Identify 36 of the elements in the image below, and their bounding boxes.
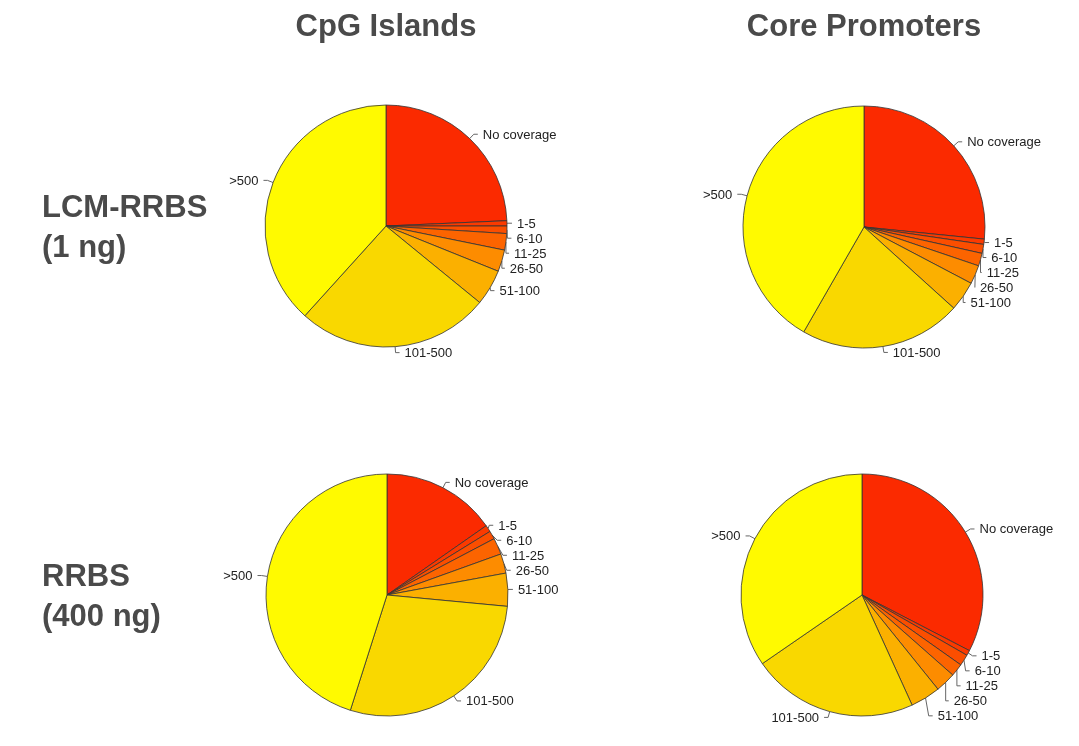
slice-label: No coverage xyxy=(979,521,1054,537)
slice-label: 11-25 xyxy=(514,245,547,261)
slice-label: 11-25 xyxy=(965,678,998,694)
slice-label: 1-5 xyxy=(498,517,518,533)
slice-label: No coverage xyxy=(482,126,557,142)
text: LCM-RRBS (1 ng) xyxy=(42,188,208,264)
slice-label: 26-50 xyxy=(515,562,549,578)
slice-label: 101-500 xyxy=(892,344,941,360)
slice-label: 101-500 xyxy=(404,345,453,361)
slice-label: >500 xyxy=(223,568,253,584)
slice-label: >500 xyxy=(711,528,741,544)
slice-label: 51-100 xyxy=(517,581,559,597)
slice-label: 11-25 xyxy=(511,547,545,563)
slice-label: 11-25 xyxy=(986,265,1019,281)
slice-label: No coverage xyxy=(454,474,529,490)
slice-label: 101-500 xyxy=(771,709,820,725)
slice-label: 6-10 xyxy=(506,532,533,548)
chart-title: CpG Islands xyxy=(295,8,477,43)
chart-title: Core Promoters xyxy=(746,8,982,43)
slice-label: 1-5 xyxy=(516,215,536,231)
slice-label: >500 xyxy=(229,172,259,188)
slice-label: 26-50 xyxy=(953,693,987,709)
slice-label: 26-50 xyxy=(509,260,544,276)
slice-label: 51-100 xyxy=(499,283,540,299)
slice-label: 6-10 xyxy=(991,250,1018,266)
slice-label: 1-5 xyxy=(994,235,1013,251)
slice-label: 26-50 xyxy=(979,280,1014,296)
slice-label: >500 xyxy=(703,186,733,202)
slice-label: 6-10 xyxy=(974,663,1001,679)
text: RRBS (400 ng) xyxy=(42,557,161,633)
slice-label: 1-5 xyxy=(981,648,1001,664)
slice-label: 51-100 xyxy=(970,295,1011,311)
slice-label: No coverage xyxy=(967,134,1041,150)
slice-label: 101-500 xyxy=(466,693,514,709)
slice-label: 6-10 xyxy=(516,230,543,246)
slice-label: 51-100 xyxy=(937,708,979,724)
